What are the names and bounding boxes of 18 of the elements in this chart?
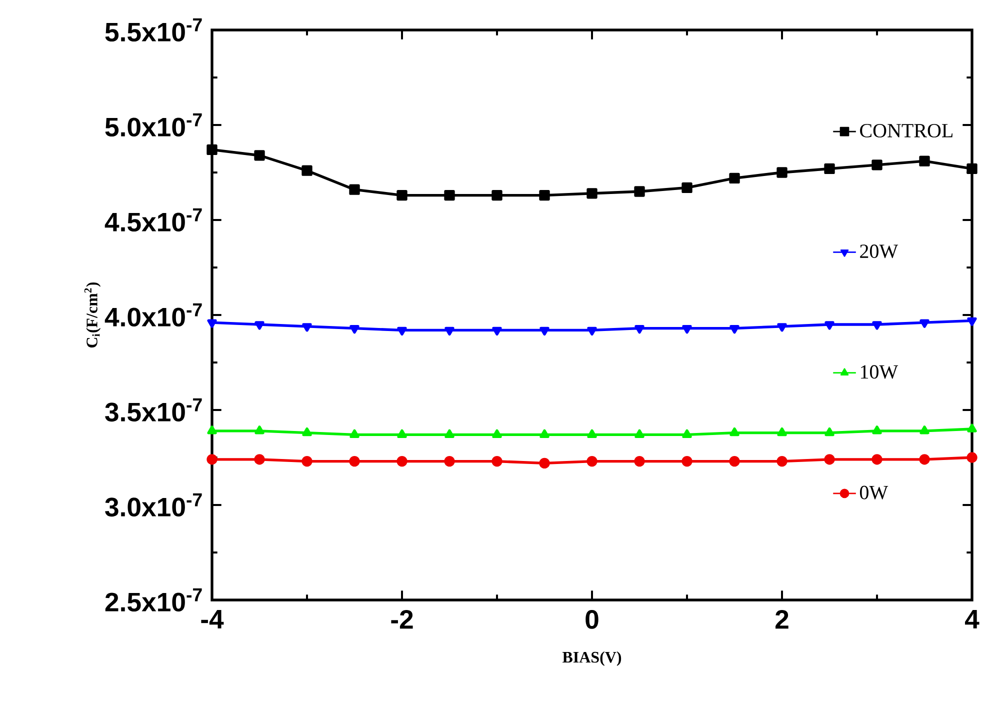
y-tick-label: 2.5x10$^{-7}$ <box>105 588 202 612</box>
y-tick-label: 3.0x10$^{-7}$ <box>105 493 202 517</box>
legend-label: CONTROL <box>860 124 952 138</box>
x-tick-label: 0 <box>586 610 598 629</box>
x-tick-label: 4 <box>964 610 980 628</box>
y-tick-label: 5.5x10$^{-7}$ <box>105 18 202 42</box>
y-tick-label: 5.0x10$^{-7}$ <box>105 113 202 137</box>
legend-label: 20W <box>860 244 898 258</box>
x-axis-title: BIAS(V) <box>562 651 622 666</box>
legend-label: 10W <box>860 365 898 379</box>
y-tick-label: 3.5x10$^{-7}$ <box>105 398 202 422</box>
y-tick-label: 4.5x10$^{-7}$ <box>104 208 202 232</box>
x-tick-label: -2 <box>391 610 413 629</box>
legend-label: 0W <box>860 486 888 500</box>
y-axis-title: C$_{i}$(F/cm$^{2}$) <box>84 282 101 348</box>
x-tick-label: 2 <box>776 610 788 629</box>
y-tick-label: 4.0x10$^{-7}$ <box>104 303 202 327</box>
x-tick-label: -4 <box>201 610 224 628</box>
